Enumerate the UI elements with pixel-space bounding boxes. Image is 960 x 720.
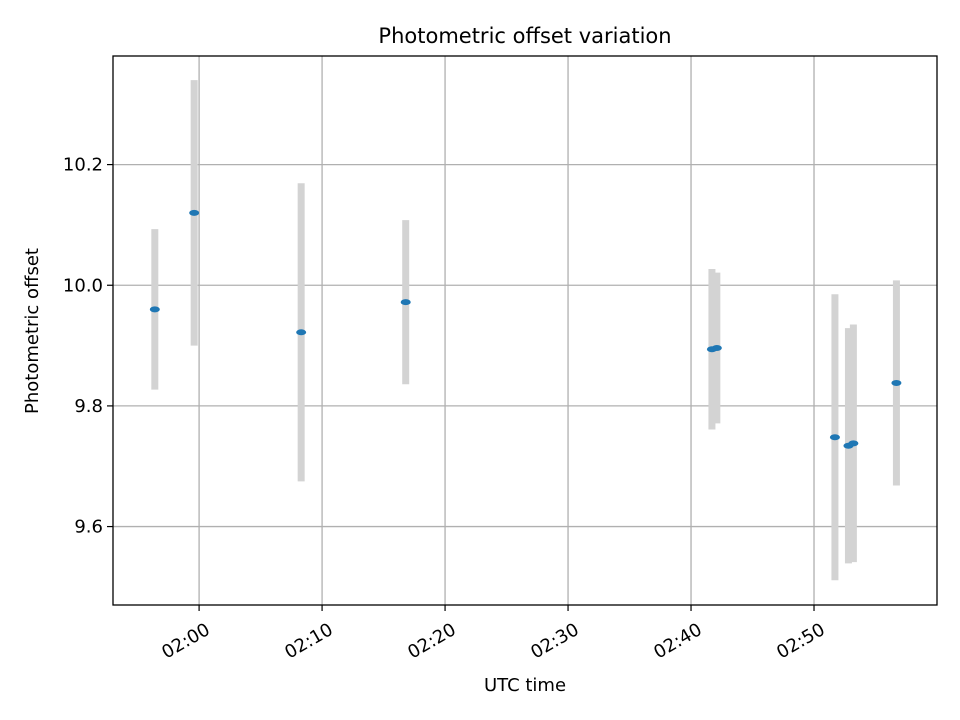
chart-title: Photometric offset variation	[378, 24, 671, 48]
data-point	[829, 434, 840, 441]
y-tick-label: 9.6	[74, 517, 103, 538]
x-tick-label: 02:10	[281, 619, 336, 663]
errorbar-layer	[151, 80, 900, 581]
point-layer	[149, 209, 902, 449]
x-axis-label: UTC time	[484, 675, 566, 696]
data-point	[711, 344, 722, 351]
data-point	[296, 329, 307, 336]
data-point	[149, 306, 160, 313]
data-point	[848, 440, 859, 447]
y-tick-label: 10.2	[63, 155, 103, 176]
data-point	[400, 299, 411, 306]
grid-layer	[113, 56, 937, 605]
x-axis-ticks: 02:00 02:10 02:20 02:30 02:40 02:50	[158, 605, 829, 663]
y-tick-label: 10.0	[63, 275, 103, 296]
x-tick-label: 02:30	[527, 619, 582, 663]
y-axis-label: Photometric offset	[22, 248, 43, 414]
data-point	[891, 379, 902, 386]
x-tick-label: 02:50	[773, 619, 828, 663]
x-tick-label: 02:20	[404, 619, 459, 663]
plot-frame	[112, 55, 938, 606]
data-point	[189, 209, 200, 216]
x-tick-label: 02:00	[158, 619, 213, 663]
x-tick-label: 02:40	[650, 619, 705, 663]
y-tick-label: 9.8	[74, 396, 103, 417]
y-axis-ticks: 9.6 9.8 10.0 10.2	[63, 155, 113, 538]
